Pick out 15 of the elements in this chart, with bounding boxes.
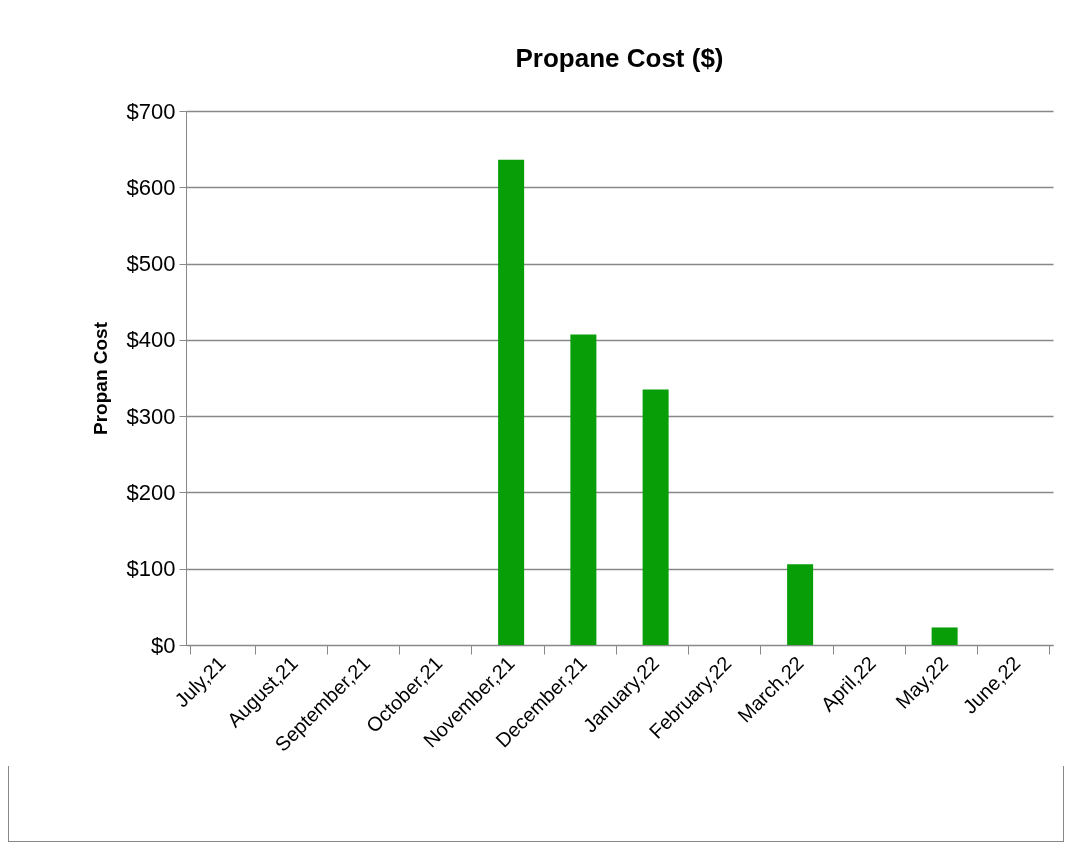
y-tick-label: $700 [126,98,176,124]
y-tick-label: $400 [126,327,176,353]
y-tick-label: $0 [151,632,176,658]
y-tick-label: $100 [126,556,176,582]
y-tick-label: $500 [126,251,176,277]
y-tick-label: $200 [126,479,176,505]
y-tick-label: $300 [126,403,176,429]
y-tick-label: $600 [126,174,176,200]
bar [570,334,597,645]
bar [787,564,814,645]
bar [931,627,958,645]
bar [498,159,525,645]
bar [642,389,669,645]
y-axis-title: Propan Cost [89,321,111,435]
chart-title: Propane Cost ($) [515,43,724,73]
